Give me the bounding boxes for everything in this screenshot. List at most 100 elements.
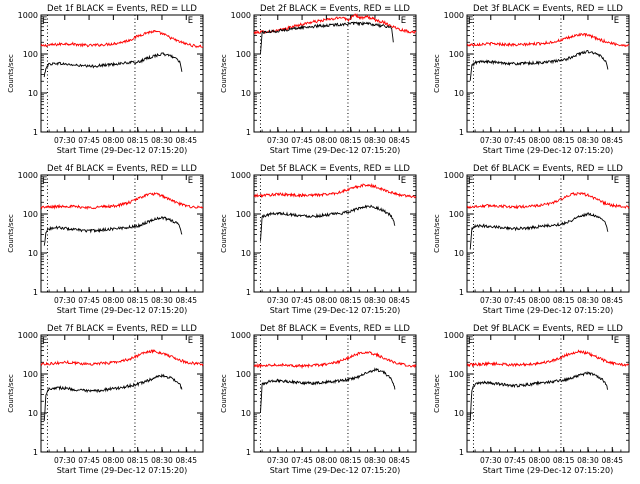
chart-title: Det 7f BLACK = Events, RED = LLD bbox=[47, 324, 197, 334]
chart-panel-2: Det 2f BLACK = Events, RED = LLD Counts/s… bbox=[220, 4, 417, 155]
x-axis-label: Start Time (29-Dec-12 07:15:20) bbox=[57, 306, 188, 315]
x-tick-label: 08:15 bbox=[553, 136, 575, 145]
series-line-lld bbox=[253, 183, 417, 199]
y-tick-label: 1 bbox=[459, 128, 464, 137]
x-axis-label: Start Time (29-Dec-12 07:15:20) bbox=[270, 146, 401, 155]
y-tick-label: 10 bbox=[241, 409, 251, 418]
y-tick-label: 1000 bbox=[231, 171, 251, 180]
y-tick-label: 10 bbox=[241, 249, 251, 258]
x-tick-label: 07:45 bbox=[78, 136, 100, 145]
x-tick-label: 07:45 bbox=[291, 296, 313, 305]
x-tick-label: 08:00 bbox=[529, 456, 551, 465]
x-tick-label: 08:00 bbox=[529, 296, 551, 305]
event-marker: E bbox=[401, 176, 406, 186]
chart-panel-7: Det 7f BLACK = Events, RED = LLD Counts/s… bbox=[7, 324, 204, 475]
y-axis-label: Counts/sec bbox=[7, 214, 15, 253]
event-marker: E bbox=[42, 176, 47, 186]
x-tick-label: 08:15 bbox=[127, 136, 149, 145]
plot-frame bbox=[40, 334, 204, 453]
x-tick-label: 08:00 bbox=[316, 296, 338, 305]
x-tick-label: 08:00 bbox=[316, 456, 338, 465]
x-tick-label: 08:45 bbox=[175, 136, 197, 145]
x-tick-label: 08:30 bbox=[151, 456, 173, 465]
series-line-lld bbox=[40, 29, 204, 49]
plot-frame bbox=[40, 174, 204, 293]
x-tick-label: 07:45 bbox=[78, 296, 100, 305]
x-tick-label: 08:15 bbox=[340, 456, 362, 465]
chart-panel-3: Det 3f BLACK = Events, RED = LLD Counts/s… bbox=[433, 4, 630, 155]
chart-panel-1: Det 1f BLACK = Events, RED = LLD Counts/s… bbox=[7, 4, 204, 155]
x-tick-label: 07:30 bbox=[267, 136, 289, 145]
series-line-lld bbox=[466, 191, 630, 210]
x-tick-label: 08:30 bbox=[577, 296, 599, 305]
y-tick-label: 100 bbox=[236, 210, 251, 219]
x-tick-label: 07:30 bbox=[480, 136, 502, 145]
x-tick-label: 07:30 bbox=[480, 456, 502, 465]
x-tick-label: 08:45 bbox=[175, 456, 197, 465]
y-tick-label: 1000 bbox=[18, 11, 38, 20]
x-tick-label: 08:15 bbox=[127, 456, 149, 465]
event-marker: E bbox=[614, 16, 619, 26]
y-tick-label: 100 bbox=[23, 50, 38, 59]
y-tick-label: 10 bbox=[241, 89, 251, 98]
x-tick-label: 07:30 bbox=[54, 296, 76, 305]
x-axis-label: Start Time (29-Dec-12 07:15:20) bbox=[483, 146, 614, 155]
chart-title: Det 4f BLACK = Events, RED = LLD bbox=[47, 164, 197, 174]
event-marker: E bbox=[401, 16, 406, 26]
y-axis-label: Counts/sec bbox=[7, 374, 15, 413]
chart-panel-8: Det 8f BLACK = Events, RED = LLD Counts/s… bbox=[220, 324, 417, 475]
x-tick-label: 08:30 bbox=[364, 296, 386, 305]
event-marker: E bbox=[401, 336, 406, 346]
y-tick-label: 100 bbox=[23, 370, 38, 379]
x-tick-label: 07:30 bbox=[54, 456, 76, 465]
x-tick-label: 08:30 bbox=[577, 456, 599, 465]
chart-title: Det 3f BLACK = Events, RED = LLD bbox=[473, 4, 623, 14]
y-axis-label: Counts/sec bbox=[220, 54, 228, 93]
y-axis-label: Counts/sec bbox=[433, 54, 441, 93]
plot-frame bbox=[466, 334, 630, 453]
x-tick-label: 08:30 bbox=[577, 136, 599, 145]
plot-frame bbox=[253, 334, 417, 453]
y-tick-label: 1 bbox=[246, 128, 251, 137]
event-marker: E bbox=[468, 176, 473, 186]
x-tick-label: 08:30 bbox=[151, 136, 173, 145]
y-tick-label: 1 bbox=[459, 448, 464, 457]
series-line-events bbox=[469, 50, 609, 81]
series-line-lld bbox=[466, 32, 630, 48]
y-tick-label: 10 bbox=[454, 89, 464, 98]
y-axis-label: Counts/sec bbox=[220, 214, 228, 253]
x-tick-label: 08:45 bbox=[601, 296, 623, 305]
x-tick-label: 08:00 bbox=[103, 456, 125, 465]
chart-panel-4: Det 4f BLACK = Events, RED = LLD Counts/s… bbox=[7, 164, 204, 315]
x-tick-label: 07:45 bbox=[504, 136, 526, 145]
y-tick-label: 100 bbox=[236, 370, 251, 379]
y-tick-label: 1000 bbox=[444, 171, 464, 180]
y-tick-label: 100 bbox=[449, 370, 464, 379]
x-tick-label: 07:45 bbox=[78, 456, 100, 465]
plot-frame bbox=[466, 174, 630, 293]
x-tick-label: 08:45 bbox=[388, 296, 410, 305]
y-tick-label: 10 bbox=[28, 89, 38, 98]
x-axis-label: Start Time (29-Dec-12 07:15:20) bbox=[483, 466, 614, 475]
x-tick-label: 07:30 bbox=[54, 136, 76, 145]
y-tick-label: 1 bbox=[33, 128, 38, 137]
x-tick-label: 07:30 bbox=[480, 296, 502, 305]
event-marker: E bbox=[614, 176, 619, 186]
series-line-lld bbox=[466, 349, 630, 368]
series-line-events bbox=[260, 367, 396, 413]
chart-title: Det 2f BLACK = Events, RED = LLD bbox=[260, 4, 410, 14]
y-tick-label: 100 bbox=[449, 210, 464, 219]
y-tick-label: 10 bbox=[28, 409, 38, 418]
series-line-events bbox=[469, 212, 609, 250]
event-marker: E bbox=[468, 16, 473, 26]
x-tick-label: 08:00 bbox=[103, 136, 125, 145]
x-tick-label: 08:15 bbox=[340, 296, 362, 305]
y-tick-label: 10 bbox=[28, 249, 38, 258]
y-tick-label: 1000 bbox=[444, 331, 464, 340]
chart-panel-9: Det 9f BLACK = Events, RED = LLD Counts/s… bbox=[433, 324, 630, 475]
x-tick-label: 08:45 bbox=[388, 456, 410, 465]
series-line-events bbox=[260, 21, 394, 54]
event-marker: E bbox=[614, 336, 619, 346]
